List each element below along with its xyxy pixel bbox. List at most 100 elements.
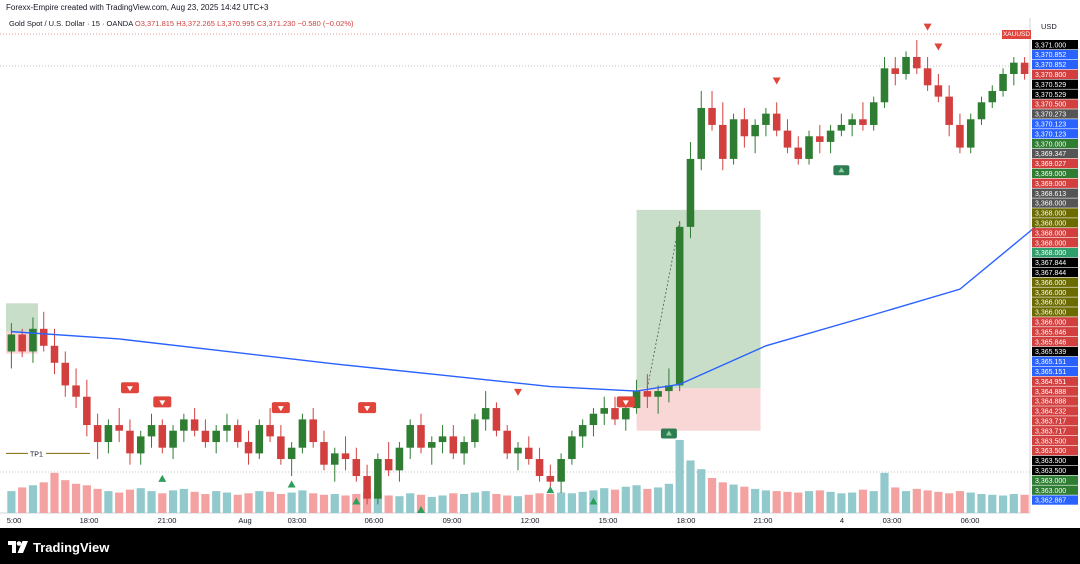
candle-body[interactable] — [126, 430, 134, 454]
candle-body[interactable] — [147, 425, 156, 437]
sell-arrow-icon[interactable] — [934, 43, 943, 51]
price-label-tag[interactable] — [1032, 366, 1078, 376]
currency-label[interactable]: USD — [1041, 22, 1057, 31]
sell-arrow-icon[interactable] — [514, 388, 522, 396]
candle-body[interactable] — [255, 425, 264, 454]
candle-body[interactable] — [427, 442, 436, 448]
price-label-tag[interactable] — [1032, 139, 1078, 149]
price-label-tag[interactable] — [1032, 327, 1078, 337]
candle-body[interactable] — [492, 408, 501, 431]
candle-body[interactable] — [1010, 62, 1018, 74]
price-label-tag[interactable] — [1032, 396, 1078, 406]
candle-body[interactable] — [169, 430, 177, 448]
price-label-tag[interactable] — [1032, 228, 1078, 238]
candle-body[interactable] — [395, 447, 404, 471]
price-label-tag[interactable] — [1032, 188, 1078, 198]
price-label-tag[interactable] — [1032, 148, 1078, 159]
candle-body[interactable] — [622, 408, 630, 420]
price-label-tag[interactable] — [1032, 109, 1078, 119]
price-label-tag[interactable] — [1032, 337, 1078, 347]
buy-arrow-icon[interactable] — [352, 497, 361, 505]
candle-body[interactable] — [686, 158, 695, 227]
candle-body[interactable] — [848, 119, 856, 125]
candle-body[interactable] — [374, 459, 382, 499]
candle-body[interactable] — [751, 124, 759, 137]
candle-body[interactable] — [913, 56, 921, 69]
candle-body[interactable] — [93, 425, 102, 443]
candle-body[interactable] — [643, 391, 652, 397]
candle-body[interactable] — [611, 408, 619, 420]
price-label-tag[interactable] — [1032, 40, 1078, 50]
candle-body[interactable] — [158, 425, 167, 448]
candle-body[interactable] — [438, 436, 447, 443]
price-label-tag[interactable] — [1032, 386, 1078, 396]
price-label-tag[interactable] — [1032, 247, 1078, 258]
candle-body[interactable] — [934, 85, 943, 97]
candle-body[interactable] — [266, 425, 274, 437]
candle-body[interactable] — [546, 476, 555, 482]
candle-body[interactable] — [772, 113, 781, 131]
price-label-tag[interactable] — [1032, 69, 1078, 79]
price-label-tag[interactable] — [1032, 119, 1078, 129]
price-label-tag[interactable] — [1032, 465, 1078, 475]
candle-body[interactable] — [50, 345, 59, 363]
price-label-tag[interactable] — [1032, 416, 1078, 426]
candle-body[interactable] — [589, 413, 598, 426]
candle-body[interactable] — [320, 442, 328, 465]
price-label-tag[interactable] — [1032, 168, 1078, 178]
buy-arrow-icon[interactable] — [158, 474, 167, 482]
price-label-tag[interactable] — [1032, 307, 1078, 317]
price-label-tag[interactable] — [1032, 436, 1078, 446]
price-label-tag[interactable] — [1032, 356, 1078, 367]
price-label-tag[interactable] — [1032, 238, 1078, 248]
price-label-tag[interactable] — [1032, 376, 1078, 386]
candle-body[interactable] — [966, 119, 975, 148]
buy-arrow-icon[interactable] — [287, 480, 296, 488]
candle-body[interactable] — [632, 391, 641, 409]
candle-body[interactable] — [471, 419, 479, 443]
price-label-tag[interactable] — [1032, 129, 1078, 139]
price-label-tag[interactable] — [1032, 198, 1078, 208]
candle-body[interactable] — [837, 124, 846, 131]
candle-body[interactable] — [330, 453, 339, 465]
price-label-tag[interactable] — [1032, 208, 1078, 218]
candle-body[interactable] — [869, 102, 878, 125]
candle-body[interactable] — [503, 430, 511, 454]
price-label-tag[interactable] — [1032, 475, 1078, 485]
price-label-tag[interactable] — [1032, 79, 1078, 89]
price-label-tag[interactable] — [1032, 445, 1078, 456]
candle-body[interactable] — [600, 408, 609, 414]
candle-body[interactable] — [72, 385, 80, 397]
candle-body[interactable] — [654, 391, 662, 397]
candle-body[interactable] — [83, 396, 91, 426]
price-label-tag[interactable] — [1032, 89, 1078, 99]
candle-body[interactable] — [18, 334, 26, 352]
candle-body[interactable] — [363, 476, 371, 499]
symbol-name[interactable]: Gold Spot / U.S. Dollar · 15 · OANDA — [9, 19, 133, 28]
price-label-tag[interactable] — [1032, 485, 1078, 495]
tradingview-brand[interactable]: TradingView — [8, 539, 109, 555]
price-label-tag[interactable] — [1032, 287, 1078, 297]
price-label-tag[interactable] — [1032, 495, 1078, 505]
candlestick-chart[interactable]: TP1 3,371.000 3,370.852 3,370.852 3,370.800 3… — [0, 0, 1080, 528]
candle-body[interactable] — [665, 385, 673, 392]
candle-body[interactable] — [740, 119, 749, 137]
candle-body[interactable] — [29, 328, 37, 352]
candle-body[interactable] — [341, 453, 350, 460]
candle-body[interactable] — [719, 124, 727, 159]
candle-body[interactable] — [104, 425, 113, 443]
candle-body[interactable] — [309, 419, 317, 443]
candle-body[interactable] — [880, 68, 889, 103]
price-label-tag[interactable] — [1032, 49, 1078, 60]
candle-body[interactable] — [514, 447, 522, 454]
candle-body[interactable] — [999, 73, 1007, 91]
candle-body[interactable] — [136, 436, 145, 454]
buy-arrow-icon[interactable] — [589, 497, 598, 505]
price-label-tag[interactable] — [1032, 317, 1078, 327]
candle-body[interactable] — [223, 425, 231, 431]
candle-body[interactable] — [212, 430, 220, 443]
candle-body[interactable] — [697, 107, 706, 159]
price-label-tag[interactable] — [1032, 99, 1078, 109]
candle-body[interactable] — [384, 459, 393, 471]
candle-body[interactable] — [859, 119, 867, 125]
